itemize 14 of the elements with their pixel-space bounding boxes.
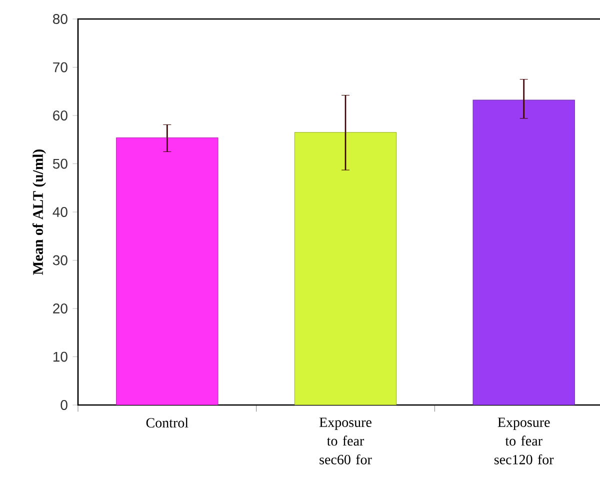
y-tick-label: 10 — [53, 352, 68, 362]
x-tick-label: Exposure to fear sec60 for — [319, 418, 372, 464]
y-tick-label: 40 — [52, 207, 68, 217]
y-tick-label: 60 — [53, 110, 68, 120]
y-tick-label: 80 — [53, 14, 68, 24]
y-tick-label: 50 — [52, 158, 68, 169]
y-tick-label: 30 — [52, 255, 68, 266]
bar — [116, 137, 218, 405]
x-tick-label: Exposure to fear sec120 for — [494, 418, 554, 464]
x-tick-label: Control — [146, 418, 188, 428]
y-tick-label: 70 — [53, 62, 68, 72]
y-tick-label: 20 — [53, 304, 68, 314]
y-tick-label: 0 — [60, 400, 68, 410]
y-axis-title: Mean of ALT (u/ml) — [32, 150, 46, 275]
